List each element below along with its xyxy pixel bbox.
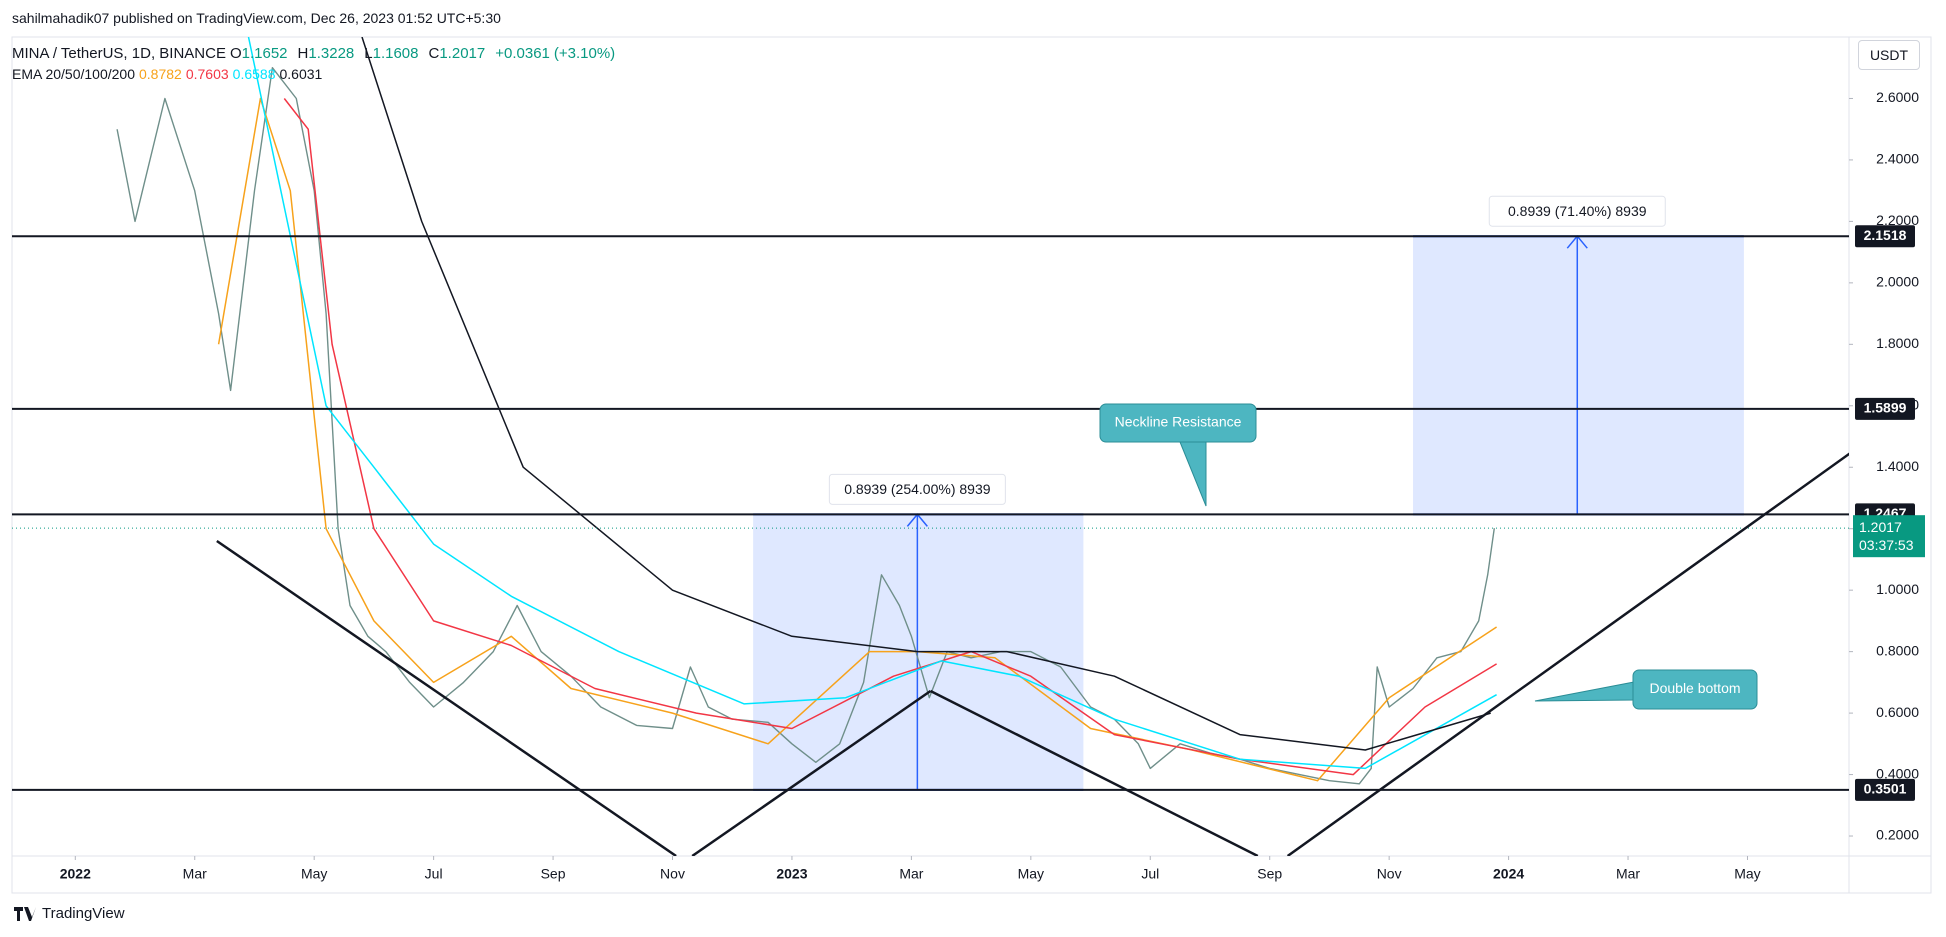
x-tick-label: Sep	[541, 866, 566, 882]
y-tick-label: 2.2000	[1876, 212, 1919, 228]
callout-pointer	[1534, 681, 1635, 702]
y-tick-label: 1.0000	[1876, 581, 1919, 597]
y-tick-label: 0.8000	[1876, 642, 1919, 658]
overlays: 0.20000.40000.60000.80001.00001.20001.40…	[60, 89, 1925, 882]
y-tick-label: 2.6000	[1876, 89, 1919, 105]
trendline	[1286, 452, 1849, 856]
ema-value: 0.8782	[139, 66, 182, 82]
ema-value: 0.6588	[232, 66, 276, 82]
trendline	[929, 689, 1259, 856]
price-line	[116, 67, 1495, 785]
ohlc-item: L1.1608	[364, 45, 422, 62]
footer-text: TradingView	[42, 905, 125, 922]
measure-label-box	[828, 473, 1006, 505]
x-tick-label: Jul	[425, 866, 443, 882]
level-label: 2.1518	[1864, 227, 1907, 243]
measure-label: 0.8939 (254.00%) 8939	[844, 481, 991, 497]
footer: TradingView	[14, 905, 125, 922]
trendline	[216, 539, 677, 856]
trendline	[691, 689, 932, 856]
level-label: 1.5899	[1864, 400, 1907, 416]
ema-label: EMA 20/50/100/200	[12, 66, 135, 82]
current-price-label: 1.2017	[1859, 519, 1902, 535]
ohlc-key: L	[364, 45, 373, 62]
callout-text: Double bottom	[1649, 680, 1740, 696]
callout-box	[1099, 403, 1257, 443]
measure-box	[1413, 236, 1744, 515]
ohlc-value: 1.1652	[241, 45, 288, 62]
ema-line	[283, 98, 1497, 776]
callout-box	[1632, 669, 1758, 710]
chart-frame	[11, 36, 1932, 894]
measure-label: 0.8939 (71.40%) 8939	[1508, 203, 1647, 219]
x-tick-label: 2023	[776, 866, 807, 882]
x-tick-label: Mar	[899, 866, 923, 882]
x-tick-label: Mar	[1616, 866, 1640, 882]
published-line: sahilmahadik07 published on TradingView.…	[12, 10, 501, 26]
symbol: MINA / TetherUS, 1D, BINANCE	[12, 45, 226, 62]
ema-value: 0.6031	[279, 66, 323, 82]
y-tick-label: 1.4000	[1876, 458, 1919, 474]
ohlc-item: O1.1652	[230, 45, 292, 62]
level-label-box	[1855, 778, 1915, 801]
ohlc-key: C	[428, 45, 440, 62]
ema-line: EMA 20/50/100/200 0.8782 0.7603 0.6588 0.603…	[12, 66, 326, 82]
level-label-box	[1855, 225, 1915, 248]
ohlc-key: H	[297, 45, 309, 62]
y-tick-label: 1.8000	[1876, 335, 1919, 351]
symbol-line: MINA / TetherUS, 1D, BINANCE O1.1652 H1.32…	[12, 45, 619, 62]
countdown-label: 03:37:53	[1859, 537, 1914, 553]
currency-button[interactable]: USDT	[1858, 40, 1920, 70]
x-tick-label: May	[1018, 866, 1044, 882]
y-tick-label: 2.0000	[1876, 274, 1919, 290]
plot-area	[12, 37, 1849, 856]
y-tick-label: 0.2000	[1876, 827, 1919, 843]
change-pct: (+3.10%)	[553, 45, 616, 62]
ema-value: 0.7603	[185, 66, 229, 82]
current-price-box	[1853, 515, 1925, 558]
change: +0.0361	[495, 45, 550, 62]
logo	[14, 906, 36, 921]
callout-pointer	[1179, 441, 1207, 507]
measure-label-box	[1488, 195, 1666, 227]
x-tick-label: May	[301, 866, 327, 882]
callout-text: Neckline Resistance	[1115, 414, 1242, 430]
ohlc-value: 1.3228	[308, 45, 355, 62]
x-tick-label: Jul	[1141, 866, 1159, 882]
ohlc-item: H1.3228	[298, 45, 359, 62]
ema-line	[217, 97, 1498, 782]
y-tick-label: 0.6000	[1876, 704, 1919, 720]
x-tick-label: Sep	[1257, 866, 1282, 882]
x-tick-label: Mar	[183, 866, 207, 882]
level-label: 0.3501	[1864, 781, 1907, 797]
level-label-box	[1855, 397, 1915, 420]
ema-line	[361, 37, 1491, 751]
x-tick-label: Nov	[1377, 866, 1402, 882]
x-tick-label: 2024	[1493, 866, 1524, 882]
ohlc-value: 1.1608	[372, 45, 419, 62]
x-tick-label: 2022	[60, 866, 91, 882]
ohlc-key: O	[229, 45, 242, 62]
x-tick-label: Nov	[660, 866, 685, 882]
ohlc-value: 1.2017	[439, 45, 486, 62]
ema-line	[247, 37, 1497, 770]
y-tick-label: 0.4000	[1876, 765, 1919, 781]
ohlc-item: C1.2017	[429, 45, 490, 62]
x-tick-label: May	[1734, 866, 1760, 882]
y-tick-label: 2.4000	[1876, 151, 1919, 167]
